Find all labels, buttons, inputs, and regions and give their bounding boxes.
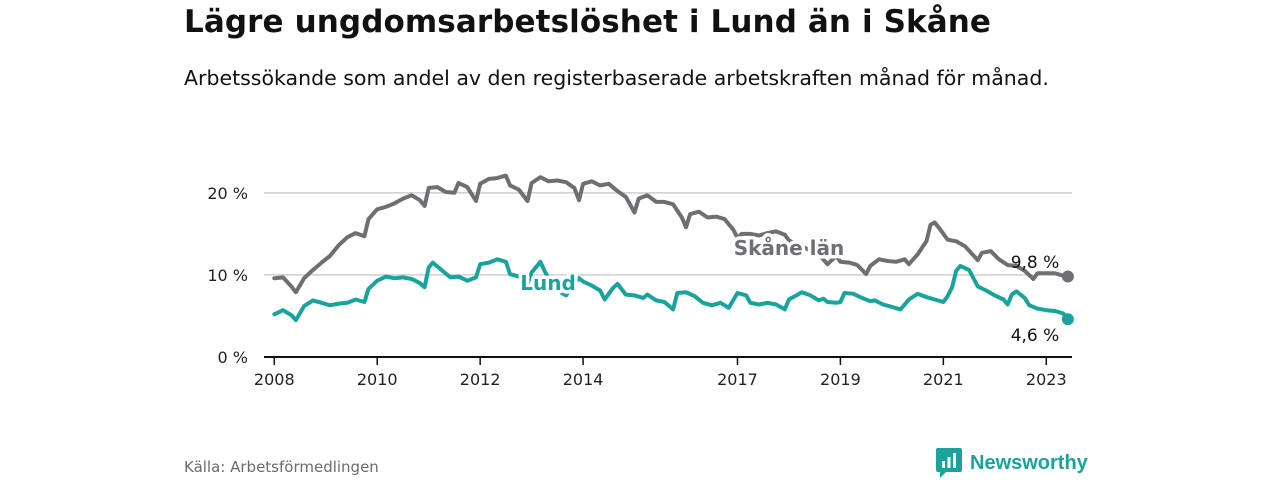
series-skane-lan-line bbox=[272, 173, 1070, 295]
line-chart: 0 % 10 % 20 % 2008 2010 2012 2014 2017 2019 2021 2… bbox=[207, 173, 1074, 389]
y-tick-label: 0 % bbox=[218, 348, 248, 367]
x-tick-label: 2017 bbox=[717, 370, 758, 389]
source-note: Källa: Arbetsförmedlingen bbox=[184, 458, 379, 476]
chart-subtitle: Arbetssökande som andel av den registerb… bbox=[184, 66, 1049, 90]
x-tick-label: 2010 bbox=[357, 370, 398, 389]
end-label-lund: 4,6 % bbox=[1011, 326, 1060, 346]
brand-logo: Newsworthy bbox=[936, 448, 1088, 478]
x-tick-label: 2014 bbox=[563, 370, 604, 389]
series-label-lund: Lund bbox=[520, 271, 576, 295]
y-tick-label: 10 % bbox=[207, 266, 248, 285]
end-label-skane-lan: 9,8 % bbox=[1011, 253, 1060, 273]
x-tick-label: 2019 bbox=[820, 370, 861, 389]
x-tick-label: 2023 bbox=[1026, 370, 1067, 389]
y-tick-label: 20 % bbox=[207, 184, 248, 203]
chart-title: Lägre ungdomsarbetslöshet i Lund än i Sk… bbox=[184, 4, 992, 40]
series-lund-end-point bbox=[1061, 313, 1074, 326]
x-tick-label: 2012 bbox=[460, 370, 501, 389]
brand-name: Newsworthy bbox=[970, 451, 1088, 474]
series-label-skane-lan: Skåne län bbox=[734, 236, 845, 260]
x-tick-label: 2021 bbox=[923, 370, 964, 389]
newsworthy-logo-icon bbox=[936, 448, 962, 478]
x-tick-label: 2008 bbox=[254, 370, 295, 389]
series-lund-line bbox=[272, 257, 1070, 323]
series-skane-lan-end-point bbox=[1061, 270, 1074, 283]
